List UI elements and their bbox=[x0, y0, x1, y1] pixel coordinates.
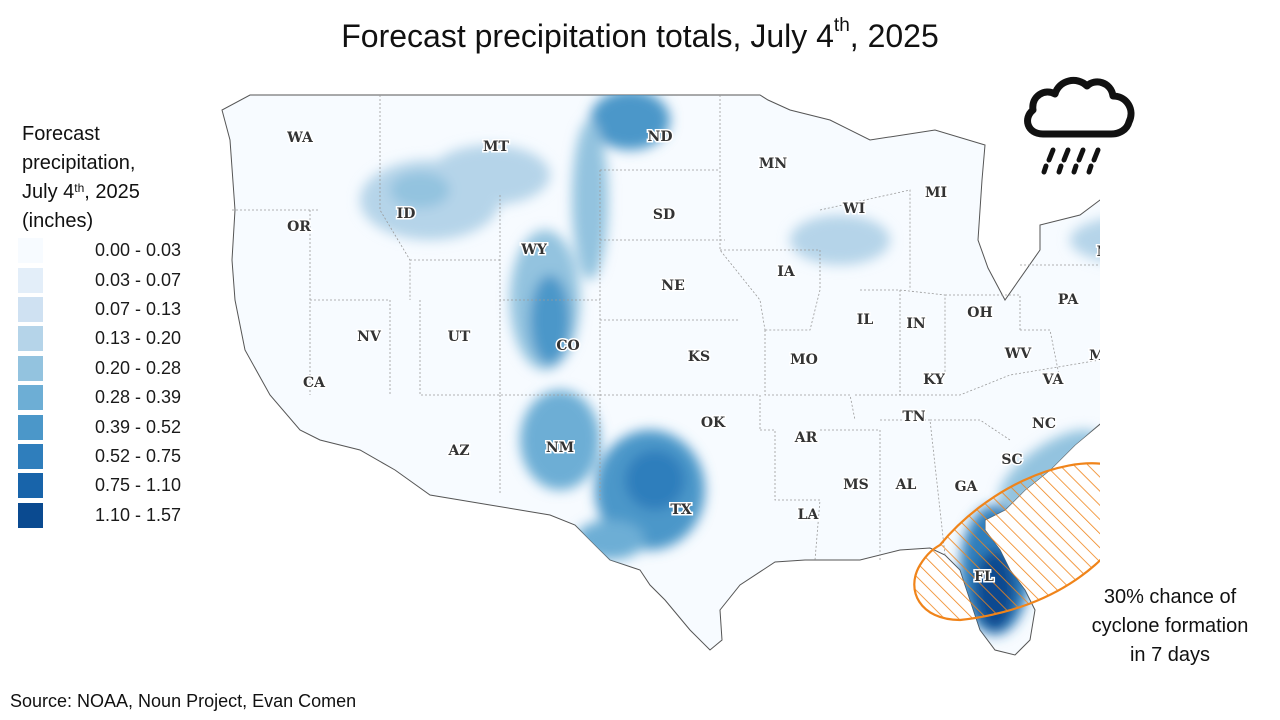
state-label: AR bbox=[794, 430, 818, 446]
state-label: WA bbox=[286, 130, 314, 146]
legend-item: 0.13 - 0.20 bbox=[18, 324, 181, 353]
legend-item: 0.03 - 0.07 bbox=[18, 265, 181, 294]
precip-area-colorado bbox=[530, 275, 570, 365]
cyclone-annotation: 30% chance of cyclone formation in 7 day… bbox=[1091, 586, 1249, 666]
legend: 0.00 - 0.03 0.03 - 0.07 0.07 - 0.13 0.13… bbox=[18, 236, 181, 530]
state-label: LA bbox=[798, 507, 820, 523]
legend-item: 0.00 - 0.03 bbox=[18, 236, 181, 265]
legend-swatch bbox=[18, 414, 43, 440]
legend-swatch bbox=[18, 326, 43, 352]
state-label: ID bbox=[397, 206, 416, 222]
state-label: NE bbox=[661, 278, 684, 294]
legend-swatch bbox=[18, 443, 43, 469]
state-label: NV bbox=[357, 329, 382, 345]
precip-area-new-mexico bbox=[520, 390, 600, 490]
legend-item: 0.39 - 0.52 bbox=[18, 412, 181, 441]
state-label: KY bbox=[923, 372, 946, 388]
state-label: SC bbox=[1001, 452, 1022, 468]
legend-swatch bbox=[18, 296, 43, 322]
state-label: OR bbox=[287, 219, 311, 235]
state-label: MN bbox=[759, 156, 787, 172]
legend-item: 0.20 - 0.28 bbox=[18, 354, 181, 383]
us-precipitation-map: WA OR CA NV ID MT WY UT AZ CO NM ND SD N… bbox=[221, 94, 1100, 656]
legend-swatch bbox=[18, 238, 43, 264]
legend-title: Forecast precipitation, July 4th, 2025 (… bbox=[22, 123, 140, 232]
state-label: PA bbox=[1058, 292, 1080, 308]
state-label: AZ bbox=[447, 443, 469, 459]
cyclone-outlook bbox=[913, 462, 1100, 622]
legend-item: 0.28 - 0.39 bbox=[18, 383, 181, 412]
precip-area-dakota-band bbox=[572, 120, 608, 280]
state-label: CA bbox=[303, 375, 326, 391]
precip-area-idaho-core bbox=[390, 172, 450, 208]
state-label: KS bbox=[688, 349, 710, 365]
state-label: NC bbox=[1032, 416, 1056, 432]
state-label: IL bbox=[857, 312, 874, 328]
state-label: AL bbox=[895, 477, 917, 493]
state-label: OK bbox=[701, 415, 726, 431]
state-label: SD bbox=[653, 207, 675, 223]
cyclone-hatched-area bbox=[913, 462, 1100, 622]
state-label: MD bbox=[1089, 348, 1100, 364]
state-label: UT bbox=[448, 329, 471, 345]
legend-swatch bbox=[18, 385, 43, 411]
state-label: MI bbox=[925, 185, 947, 201]
state-label: NY bbox=[1097, 244, 1100, 260]
precip-area-wisconsin bbox=[790, 215, 890, 265]
state-label: MS bbox=[843, 477, 869, 493]
state-labels: WA OR CA NV ID MT WY UT AZ CO NM ND SD N… bbox=[285, 128, 1100, 587]
precip-area-south-texas bbox=[575, 520, 645, 560]
state-label: IA bbox=[777, 264, 796, 280]
rain-cloud-icon bbox=[1024, 76, 1135, 175]
state-label: CO bbox=[556, 338, 579, 354]
legend-item: 0.52 - 0.75 bbox=[18, 442, 181, 471]
state-label: NM bbox=[546, 440, 574, 456]
state-label: WV bbox=[1004, 346, 1033, 362]
state-label: TN bbox=[902, 409, 925, 425]
legend-swatch bbox=[18, 473, 43, 499]
precip-area-texas-core bbox=[625, 450, 685, 510]
legend-item: 1.10 - 1.57 bbox=[18, 501, 181, 530]
state-label: FL bbox=[974, 569, 994, 585]
state-label: ND bbox=[648, 129, 673, 145]
state-label: GA bbox=[955, 479, 979, 495]
legend-swatch bbox=[18, 355, 43, 381]
state-label: IN bbox=[906, 316, 926, 332]
state-label: TX bbox=[670, 502, 691, 518]
state-label: WY bbox=[520, 242, 548, 258]
legend-item: 0.75 - 1.10 bbox=[18, 471, 181, 500]
state-borders bbox=[232, 95, 1100, 561]
legend-item: 0.07 - 0.13 bbox=[18, 295, 181, 324]
state-label: MO bbox=[790, 352, 818, 368]
state-label: MT bbox=[483, 139, 509, 155]
legend-swatch bbox=[18, 267, 43, 293]
state-label: WI bbox=[842, 201, 865, 217]
source-credit: Source: NOAA, Noun Project, Evan Comen bbox=[10, 691, 357, 711]
legend-swatch bbox=[18, 502, 43, 528]
precip-area-montana bbox=[430, 145, 550, 205]
chart-title: Forecast precipitation totals, July 4th,… bbox=[341, 15, 939, 54]
state-label: VA bbox=[1042, 372, 1065, 388]
precip-area-north-dakota bbox=[590, 95, 670, 150]
state-label: OH bbox=[967, 305, 992, 321]
